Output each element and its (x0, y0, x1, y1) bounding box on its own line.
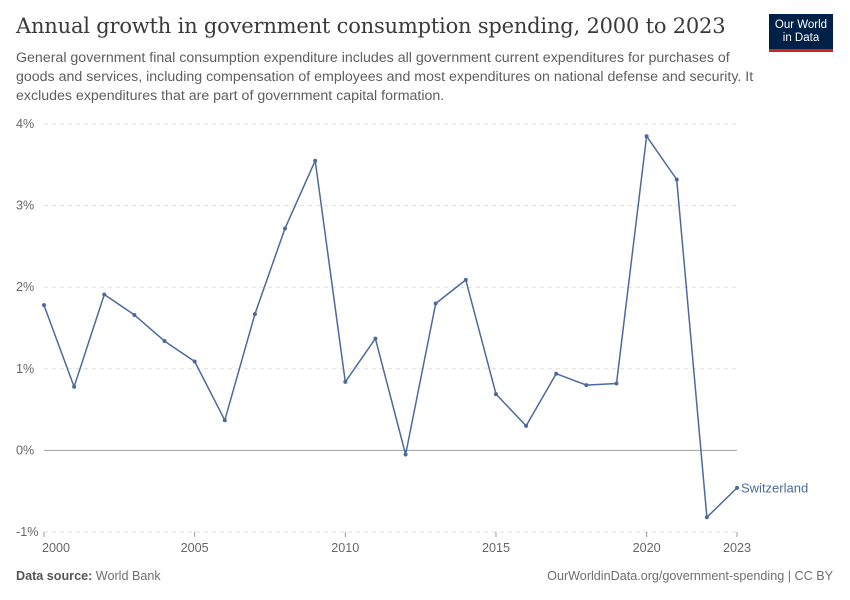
data-point[interactable] (584, 383, 589, 388)
data-point[interactable] (493, 392, 498, 397)
series-layer: Switzerland (42, 134, 808, 520)
grid-layer (44, 123, 737, 533)
x-tick-label: 2000 (42, 541, 70, 555)
data-point[interactable] (42, 303, 46, 308)
data-point[interactable] (72, 384, 77, 389)
data-point[interactable] (614, 381, 619, 386)
data-point[interactable] (403, 452, 408, 457)
data-point[interactable] (283, 226, 288, 231)
data-point[interactable] (102, 292, 107, 297)
data-point[interactable] (704, 515, 709, 520)
x-tick-label: 2015 (482, 541, 510, 555)
data-point[interactable] (252, 312, 257, 317)
y-tick-label: 0% (16, 443, 34, 457)
data-point[interactable] (313, 158, 318, 163)
data-source-value[interactable]: World Bank (95, 569, 161, 583)
data-point[interactable] (162, 339, 167, 344)
x-tick-label: 2010 (331, 541, 359, 555)
data-point[interactable] (674, 177, 679, 182)
data-point[interactable] (222, 418, 227, 423)
data-point[interactable] (433, 301, 438, 306)
x-tick-label: 2023 (723, 541, 751, 555)
x-tick-label: 2005 (181, 541, 209, 555)
y-tick-label: 1% (16, 362, 34, 376)
data-point[interactable] (192, 359, 197, 364)
logo-line-2: in Data (782, 31, 820, 44)
data-point[interactable] (554, 371, 559, 376)
footer-credit[interactable]: OurWorldinData.org/government-spending |… (547, 569, 833, 583)
data-source: Data source: World Bank (16, 569, 161, 583)
x-tick-label: 2020 (633, 541, 661, 555)
tick-layer: -1% 0% 1% 2% 3% 4% 2000 2005 2010 2015 2020 2023 (16, 117, 751, 555)
owid-logo[interactable]: Our World in Data (769, 14, 833, 52)
series-label[interactable]: Switzerland (741, 480, 808, 495)
y-tick-label: 3% (16, 199, 34, 213)
data-point[interactable] (132, 312, 137, 317)
data-point[interactable] (735, 485, 739, 490)
series-line[interactable] (43, 135, 738, 519)
y-tick-label: -1% (16, 525, 38, 539)
chart-subtitle: General government final consumption exp… (16, 50, 754, 104)
y-tick-label: 2% (16, 280, 34, 294)
data-point[interactable] (343, 379, 348, 384)
data-point[interactable] (463, 277, 468, 282)
data-point[interactable] (373, 336, 378, 341)
data-point[interactable] (524, 423, 529, 428)
logo-line-1: Our World (774, 18, 828, 31)
data-point[interactable] (644, 134, 649, 139)
chart-title: Annual growth in government consumption … (16, 14, 726, 38)
data-source-label: Data source: (16, 569, 93, 583)
y-tick-label: 4% (16, 117, 34, 131)
